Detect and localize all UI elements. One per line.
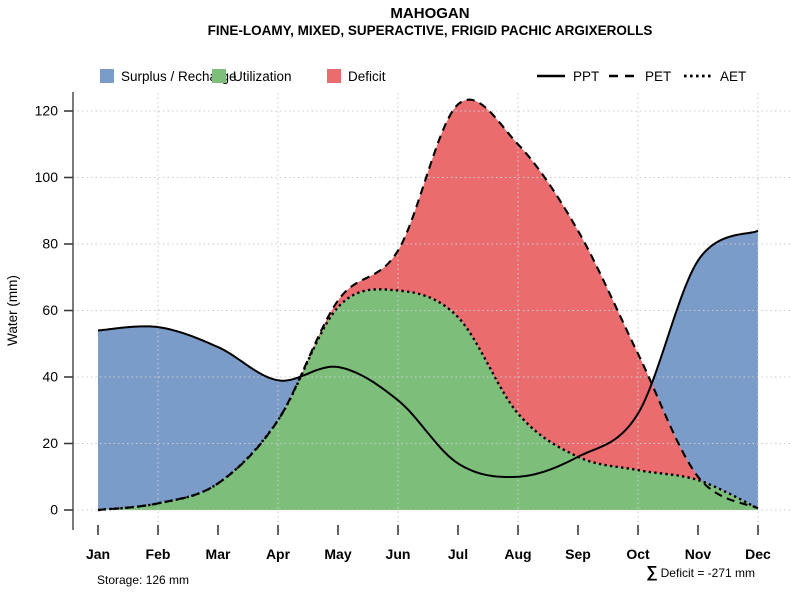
y-tick-label: 80 <box>42 236 58 252</box>
legend-item-pet: PET <box>608 68 671 84</box>
legend-label-deficit: Deficit <box>348 68 386 84</box>
storage-note: Storage: 126 mm <box>97 573 190 587</box>
axis-labels: 0 20 40 60 80 100 120 Jan Feb Mar Apr May Jun Jul Aug S… <box>5 103 771 563</box>
y-axis-title: Water (mm) <box>5 275 20 346</box>
legend-label-ppt: PPT <box>573 68 600 84</box>
x-tick-label: Jul <box>448 546 468 562</box>
aet-line-sample <box>684 74 712 78</box>
x-tick-label: Dec <box>745 546 771 562</box>
x-tick-label: Feb <box>146 546 171 562</box>
ppt-curve <box>98 229 759 478</box>
legend-label-aet: AET <box>720 68 747 84</box>
legend-label-utilization: Utilization <box>233 68 292 84</box>
pet-curve <box>97 98 759 512</box>
area-fills <box>98 99 758 510</box>
utilization-swatch <box>212 69 226 83</box>
surplus-swatch <box>100 69 114 83</box>
legend-item-deficit: Deficit <box>327 68 386 84</box>
x-tick-label: Oct <box>626 546 650 562</box>
deficit-area <box>280 99 704 483</box>
sigma-symbol: ∑ <box>646 564 658 581</box>
legend-item-surplus: Surplus / Recharge <box>100 68 237 84</box>
x-tick-label: May <box>324 546 351 562</box>
y-tick-label: 0 <box>50 502 58 518</box>
legend-item-aet: AET <box>683 68 746 84</box>
legend-item-ppt: PPT <box>536 68 599 84</box>
x-tick-label: Jan <box>86 546 110 562</box>
curves <box>97 98 759 512</box>
y-tick-label: 20 <box>42 435 58 451</box>
ppt-line-sample <box>537 74 565 78</box>
x-tick-label: Sep <box>565 546 591 562</box>
legend-label-surplus: Surplus / Recharge <box>121 68 237 84</box>
legend-item-utilization: Utilization <box>212 68 292 84</box>
legend-label-pet: PET <box>645 68 672 84</box>
x-tick-label: Jun <box>386 546 411 562</box>
pet-line-sample <box>609 74 637 78</box>
deficit-note: ∑ Deficit = -271 mm <box>646 564 755 582</box>
utilization-area <box>98 289 758 510</box>
deficit-swatch <box>327 69 341 83</box>
deficit-text: Deficit = -271 mm <box>660 566 755 580</box>
x-tick-label: Mar <box>206 546 231 562</box>
y-tick-label: 120 <box>35 103 59 119</box>
y-tick-label: 40 <box>42 369 58 385</box>
chart-subtitle: FINE-LOAMY, MIXED, SUPERACTIVE, FRIGID P… <box>207 23 653 38</box>
y-tick-label: 60 <box>42 302 58 318</box>
x-tick-label: Aug <box>504 546 531 562</box>
chart-title: MAHOGAN <box>390 5 470 22</box>
x-tick-label: Nov <box>685 546 712 562</box>
y-tick-label: 100 <box>35 169 59 185</box>
x-tick-label: Apr <box>266 546 291 562</box>
axes <box>64 92 759 535</box>
gridlines <box>73 93 791 526</box>
